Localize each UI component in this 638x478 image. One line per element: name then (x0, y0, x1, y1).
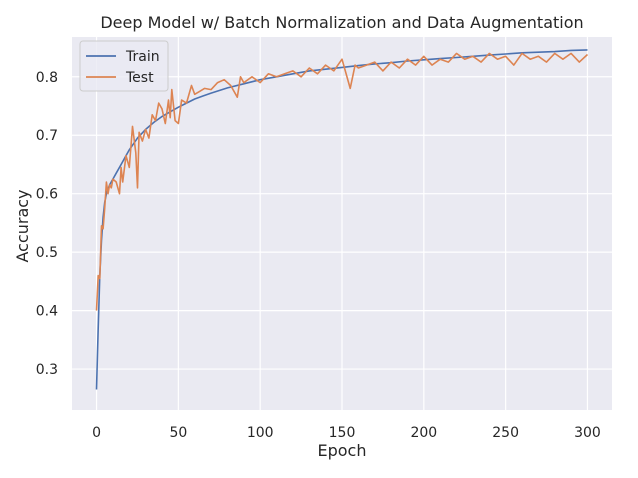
y-tick-label: 0.8 (36, 70, 58, 86)
y-tick-label: 0.3 (36, 362, 58, 378)
x-tick-label: 0 (92, 425, 101, 441)
x-tick-label: 250 (492, 425, 519, 441)
x-tick-label: 50 (169, 425, 187, 441)
series-layer (95, 49, 589, 390)
y-axis-label: Accuracy (13, 189, 32, 262)
x-tick-label: 200 (410, 425, 437, 441)
x-tick-label: 100 (247, 425, 274, 441)
x-tick-label: 150 (329, 425, 356, 441)
y-tick-label: 0.6 (36, 187, 58, 203)
legend-label-train: Train (125, 49, 160, 65)
y-tick-label: 0.4 (36, 304, 58, 320)
y-axis-ticks: 0.3 0.4 0.5 0.6 0.7 0.8 (36, 70, 58, 378)
chart-title: Deep Model w/ Batch Normalization and Da… (100, 13, 583, 32)
x-axis-ticks: 0 50 100 150 200 250 300 (92, 425, 601, 441)
series-line-train (95, 49, 588, 390)
grid-lines (72, 37, 612, 410)
legend-label-test: Test (125, 70, 154, 86)
legend: Train Test (79, 40, 169, 92)
y-tick-label: 0.7 (36, 128, 58, 144)
y-tick-label: 0.5 (36, 245, 58, 261)
x-axis-label: Epoch (318, 441, 367, 460)
x-tick-label: 300 (574, 425, 601, 441)
series-line-test (95, 52, 589, 311)
legend-box (79, 40, 169, 92)
